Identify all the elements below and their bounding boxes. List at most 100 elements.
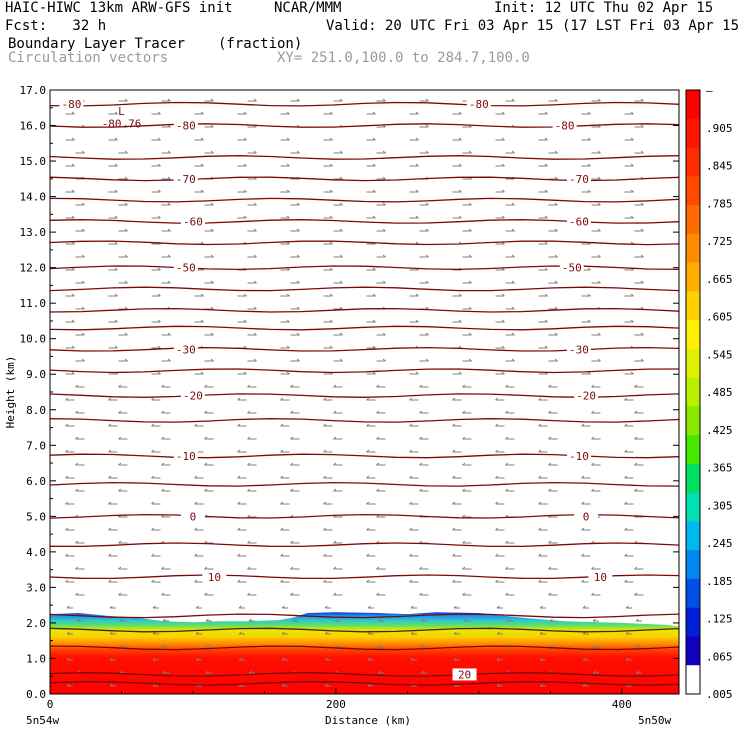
vector-arrowhead [253,254,257,258]
vector-arrowhead [415,371,419,375]
vector-arrowhead [538,553,542,557]
vector-arrowhead [495,397,499,401]
vector-arrowhead [324,631,328,635]
vector-arrowhead [501,189,505,193]
vector-arrowhead [291,618,295,622]
vector-arrowhead [366,553,370,557]
vector-arrowhead [296,280,300,284]
colorbar-label: .545 [706,348,733,361]
y-tick-label: 15.0 [20,155,47,168]
vector-arrowhead [280,501,284,505]
vector-arrowhead [462,566,466,570]
vector-arrowhead [323,501,327,505]
vector-arrowhead [286,215,290,219]
vector-arrowhead [548,488,552,492]
vector-arrowhead [630,189,634,193]
vector-arrowhead [162,618,166,622]
vector-arrowhead [581,501,585,505]
vector-arrowhead [458,371,462,375]
vector-arrowhead [65,553,69,557]
vector-arrowhead [634,592,638,596]
contour-line [49,325,680,331]
vector-arrowhead [204,436,208,440]
vector-arrowhead [281,631,285,635]
vector-arrowhead [324,657,328,661]
y-tick-label: 3.0 [26,581,46,594]
vector-arrowhead [71,345,75,349]
vector-arrowhead [376,462,380,466]
vector-arrowhead [243,293,247,297]
y-tick-label: 2.0 [26,617,46,630]
vector-arrowhead [624,397,628,401]
contour-label: -80 [62,98,82,111]
colorbar-label: .065 [706,650,733,663]
vector-arrowhead [581,475,585,479]
vector-arrowhead [109,631,113,635]
vector-arrowhead [382,98,386,102]
vector-arrowhead [544,319,548,323]
vector-arrowhead [592,618,596,622]
vector-arrowhead [243,111,247,115]
vector-arrowhead [200,293,204,297]
vector-arrowhead [630,215,634,219]
vector-arrowhead [625,631,629,635]
vector-arrowhead [452,579,456,583]
vector-arrowhead [419,540,423,544]
vector-arrowhead [501,163,505,167]
vector-arrowhead [108,475,112,479]
vector-arrowhead [200,189,204,193]
vector-arrowhead [544,345,548,349]
vector-arrowhead [248,670,252,674]
vector-arrowhead [75,384,79,388]
vector-arrowhead [458,189,462,193]
contour-label-bg [180,215,205,228]
vector-arrowhead [65,527,69,531]
vector-arrowhead [194,527,198,531]
vector-arrowhead [253,332,257,336]
vector-arrowhead [372,371,376,375]
vector-arrowhead [468,150,472,154]
vector-arrowhead [539,631,543,635]
vector-arrowhead [463,618,467,622]
vector-arrowhead [587,137,591,141]
vector-arrowhead [415,293,419,297]
vector-arrowhead [247,410,251,414]
vector-arrowhead [157,163,161,167]
vector-arrowhead [329,111,333,115]
vector-arrowhead [286,137,290,141]
vector-arrowhead [167,124,171,128]
vector-arrowhead [323,527,327,531]
vector-arrowhead [247,592,251,596]
temperature-contours: -80 -80 -80 -80 -70 -70 -60 -60 -50 -50 -30 -30 -20 -… [49,98,680,686]
vector-arrowhead [339,358,343,362]
vector-arrowhead [591,462,595,466]
vector-arrowhead [419,488,423,492]
contour-label: -70 [569,173,589,186]
vector-arrowhead [624,501,628,505]
vector-arrowhead [372,293,376,297]
vector-arrowhead [167,358,171,362]
vector-arrowhead [66,605,70,609]
vector-arrowhead [75,540,79,544]
contour-label: -60 [569,215,589,228]
vector-arrowhead [65,501,69,505]
vector-arrowhead [372,163,376,167]
vector-arrowhead [581,579,585,583]
vector-arrowhead [114,345,118,349]
vector-arrowhead [425,202,429,206]
contour-label-bg [173,343,198,356]
vector-arrowhead [281,657,285,661]
vector-arrowhead [200,137,204,141]
vector-arrowhead [210,202,214,206]
vector-arrowhead [468,280,472,284]
vectors-label: Circulation vectors [8,50,169,66]
y-tick-label: 4.0 [26,546,46,559]
vector-arrowhead [591,566,595,570]
vector-arrowhead [286,163,290,167]
vector-arrowhead [591,540,595,544]
vector-arrowhead [640,332,644,336]
vector-arrowhead [554,202,558,206]
colorbar-swatch [686,550,700,580]
vector-arrowhead [420,644,424,648]
vector-arrowhead [415,163,419,167]
